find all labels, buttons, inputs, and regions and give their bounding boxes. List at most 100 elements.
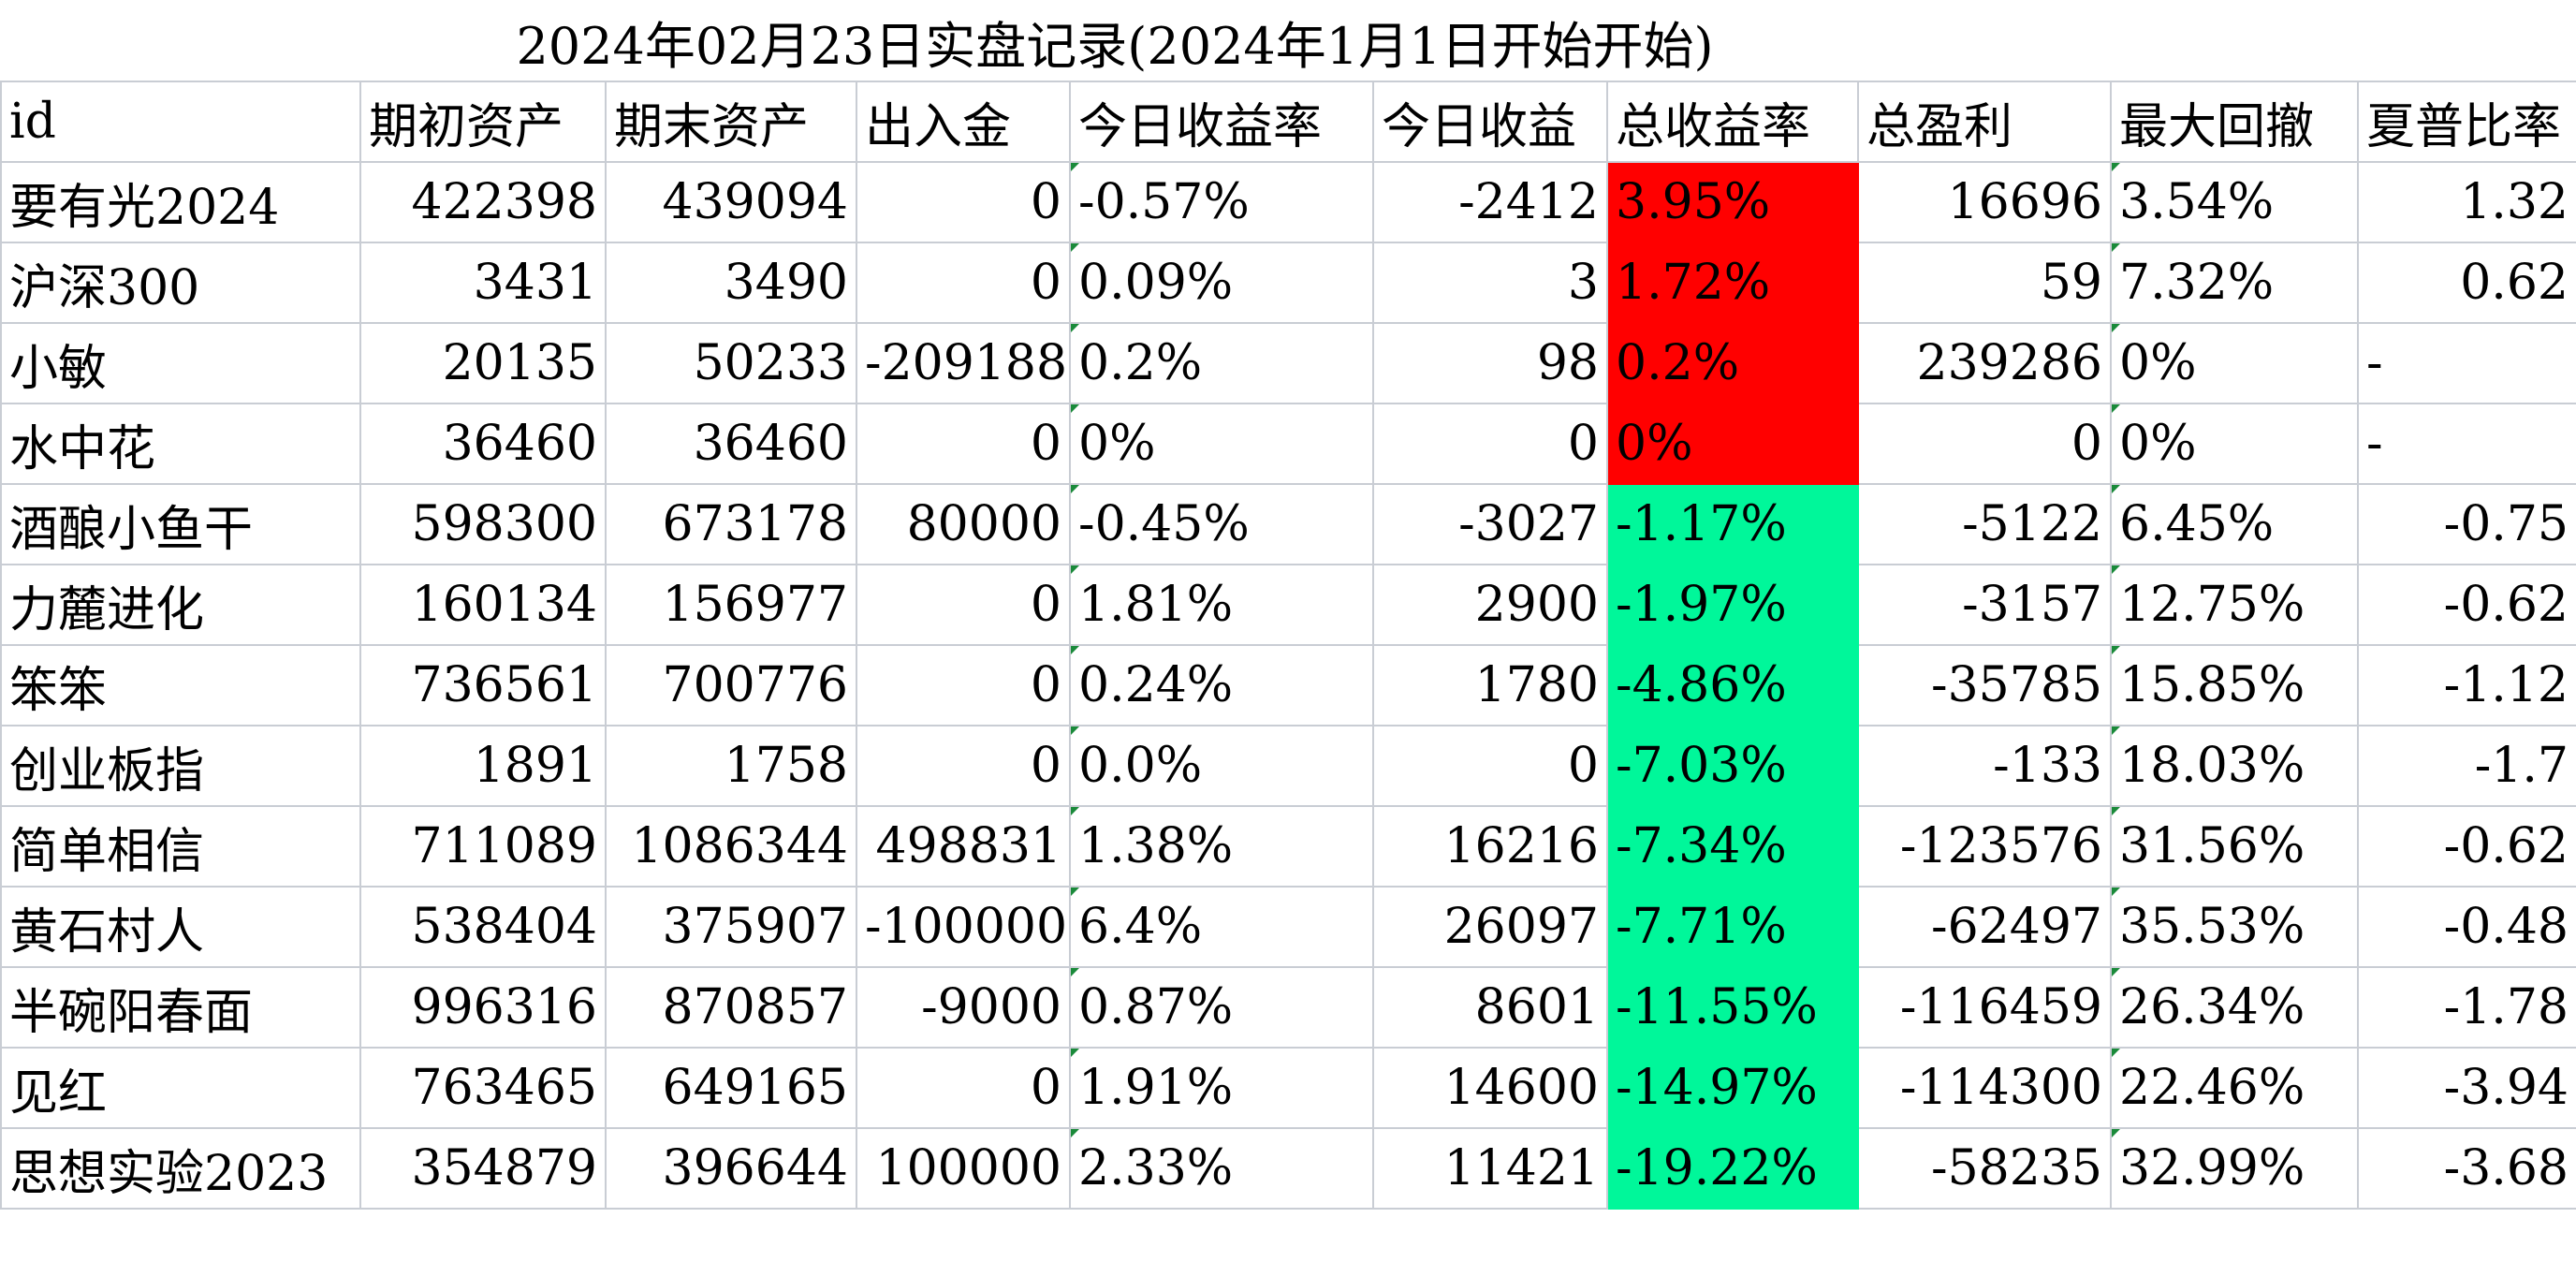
cell-start-assets[interactable]: 538404 (359, 886, 607, 968)
cell-start-assets[interactable]: 160134 (359, 564, 607, 646)
cell-max-drawdown[interactable]: 31.56% (2110, 805, 2359, 888)
cell-day-profit[interactable]: 16216 (1372, 805, 1608, 888)
cell-max-drawdown[interactable]: 7.32% (2110, 242, 2359, 324)
cell-max-drawdown[interactable]: 26.34% (2110, 966, 2359, 1049)
cell-total-return-rate[interactable]: -11.55% (1606, 966, 1859, 1049)
cell-cash-flow[interactable]: 0 (856, 644, 1071, 726)
header-day-return-rate[interactable]: 今日收益率 (1069, 81, 1374, 163)
cell-day-return-rate[interactable]: -0.45% (1069, 483, 1374, 565)
cell-day-return-rate[interactable]: 1.91% (1069, 1047, 1374, 1129)
cell-id[interactable]: 水中花 (0, 403, 361, 485)
header-max-drawdown[interactable]: 最大回撤 (2110, 81, 2359, 163)
cell-start-assets[interactable]: 763465 (359, 1047, 607, 1129)
cell-max-drawdown[interactable]: 0% (2110, 403, 2359, 485)
header-end-assets[interactable]: 期末资产 (605, 81, 857, 163)
cell-total-profit[interactable]: -35785 (1857, 644, 2112, 726)
cell-day-return-rate[interactable]: 0.2% (1069, 322, 1374, 404)
cell-day-profit[interactable]: 0 (1372, 403, 1608, 485)
cell-total-return-rate[interactable]: -7.34% (1606, 805, 1859, 888)
cell-day-return-rate[interactable]: 0.09% (1069, 242, 1374, 324)
cell-day-profit[interactable]: 1780 (1372, 644, 1608, 726)
cell-total-return-rate[interactable]: -14.97% (1606, 1047, 1859, 1129)
cell-sharpe-ratio[interactable]: -1.7 (2357, 725, 2576, 807)
cell-end-assets[interactable]: 649165 (605, 1047, 857, 1129)
cell-end-assets[interactable]: 50233 (605, 322, 857, 404)
cell-cash-flow[interactable]: 0 (856, 161, 1071, 243)
cell-id[interactable]: 小敏 (0, 322, 361, 404)
cell-end-assets[interactable]: 700776 (605, 644, 857, 726)
cell-total-profit[interactable]: -123576 (1857, 805, 2112, 888)
cell-start-assets[interactable]: 422398 (359, 161, 607, 243)
cell-start-assets[interactable]: 20135 (359, 322, 607, 404)
cell-day-profit[interactable]: 14600 (1372, 1047, 1608, 1129)
cell-day-profit[interactable]: 2900 (1372, 564, 1608, 646)
cell-start-assets[interactable]: 3431 (359, 242, 607, 324)
cell-end-assets[interactable]: 1758 (605, 725, 857, 807)
cell-total-return-rate[interactable]: -1.17% (1606, 483, 1859, 565)
header-total-profit[interactable]: 总盈利 (1857, 81, 2112, 163)
cell-start-assets[interactable]: 36460 (359, 403, 607, 485)
cell-total-profit[interactable]: -133 (1857, 725, 2112, 807)
cell-total-return-rate[interactable]: 0% (1606, 403, 1859, 485)
cell-sharpe-ratio[interactable]: -0.62 (2357, 805, 2576, 888)
cell-day-return-rate[interactable]: 1.81% (1069, 564, 1374, 646)
cell-max-drawdown[interactable]: 6.45% (2110, 483, 2359, 565)
cell-cash-flow[interactable]: 0 (856, 725, 1071, 807)
cell-end-assets[interactable]: 439094 (605, 161, 857, 243)
cell-sharpe-ratio[interactable]: -3.68 (2357, 1127, 2576, 1210)
cell-id[interactable]: 思想实验2023 (0, 1127, 361, 1210)
cell-cash-flow[interactable]: 0 (856, 1047, 1071, 1129)
cell-total-return-rate[interactable]: 0.2% (1606, 322, 1859, 404)
cell-day-return-rate[interactable]: -0.57% (1069, 161, 1374, 243)
cell-sharpe-ratio[interactable]: -0.75 (2357, 483, 2576, 565)
cell-cash-flow[interactable]: -9000 (856, 966, 1071, 1049)
cell-day-profit[interactable]: -3027 (1372, 483, 1608, 565)
cell-day-return-rate[interactable]: 0.0% (1069, 725, 1374, 807)
cell-day-return-rate[interactable]: 0% (1069, 403, 1374, 485)
cell-max-drawdown[interactable]: 3.54% (2110, 161, 2359, 243)
cell-total-profit[interactable]: -3157 (1857, 564, 2112, 646)
cell-cash-flow[interactable]: -100000 (856, 886, 1071, 968)
cell-total-profit[interactable]: -5122 (1857, 483, 2112, 565)
cell-start-assets[interactable]: 598300 (359, 483, 607, 565)
cell-day-return-rate[interactable]: 2.33% (1069, 1127, 1374, 1210)
cell-day-profit[interactable]: 26097 (1372, 886, 1608, 968)
cell-start-assets[interactable]: 1891 (359, 725, 607, 807)
cell-sharpe-ratio[interactable]: -3.94 (2357, 1047, 2576, 1129)
cell-day-return-rate[interactable]: 6.4% (1069, 886, 1374, 968)
cell-cash-flow[interactable]: -209188 (856, 322, 1071, 404)
cell-cash-flow[interactable]: 100000 (856, 1127, 1071, 1210)
cell-start-assets[interactable]: 996316 (359, 966, 607, 1049)
cell-cash-flow[interactable]: 0 (856, 403, 1071, 485)
cell-day-profit[interactable]: 98 (1372, 322, 1608, 404)
cell-id[interactable]: 简单相信 (0, 805, 361, 888)
cell-total-profit[interactable]: -62497 (1857, 886, 2112, 968)
cell-total-profit[interactable]: 16696 (1857, 161, 2112, 243)
cell-max-drawdown[interactable]: 35.53% (2110, 886, 2359, 968)
cell-total-return-rate[interactable]: -7.03% (1606, 725, 1859, 807)
cell-max-drawdown[interactable]: 12.75% (2110, 564, 2359, 646)
cell-total-profit[interactable]: 0 (1857, 403, 2112, 485)
header-id[interactable]: id (0, 81, 361, 163)
cell-cash-flow[interactable]: 0 (856, 242, 1071, 324)
cell-cash-flow[interactable]: 498831 (856, 805, 1071, 888)
cell-day-profit[interactable]: 8601 (1372, 966, 1608, 1049)
cell-start-assets[interactable]: 736561 (359, 644, 607, 726)
cell-cash-flow[interactable]: 80000 (856, 483, 1071, 565)
cell-id[interactable]: 力麓进化 (0, 564, 361, 646)
cell-end-assets[interactable]: 36460 (605, 403, 857, 485)
header-total-return-rate[interactable]: 总收益率 (1606, 81, 1859, 163)
cell-sharpe-ratio[interactable]: -1.78 (2357, 966, 2576, 1049)
cell-cash-flow[interactable]: 0 (856, 564, 1071, 646)
cell-day-return-rate[interactable]: 0.24% (1069, 644, 1374, 726)
cell-max-drawdown[interactable]: 18.03% (2110, 725, 2359, 807)
cell-total-profit[interactable]: -116459 (1857, 966, 2112, 1049)
cell-sharpe-ratio[interactable]: -1.12 (2357, 644, 2576, 726)
cell-total-return-rate[interactable]: -1.97% (1606, 564, 1859, 646)
cell-end-assets[interactable]: 375907 (605, 886, 857, 968)
cell-end-assets[interactable]: 673178 (605, 483, 857, 565)
cell-start-assets[interactable]: 711089 (359, 805, 607, 888)
cell-end-assets[interactable]: 1086344 (605, 805, 857, 888)
cell-id[interactable]: 沪深300 (0, 242, 361, 324)
cell-max-drawdown[interactable]: 15.85% (2110, 644, 2359, 726)
